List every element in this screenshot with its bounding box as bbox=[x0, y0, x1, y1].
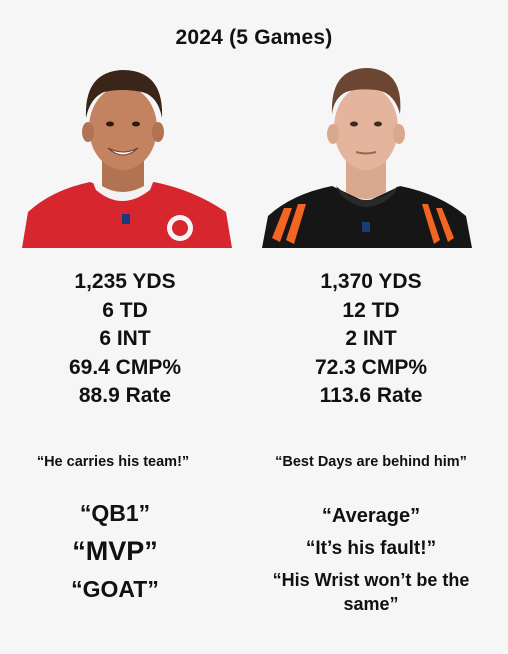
left-player-column: 1,235 YDS 6 TD 6 INT 69.4 CMP% 88.9 Rate… bbox=[0, 62, 252, 602]
left-quote-mvp: “MVP” bbox=[72, 536, 158, 566]
left-player-photo bbox=[22, 70, 232, 248]
left-stat-rate: 88.9 Rate bbox=[78, 384, 172, 407]
left-stat-int: 6 INT bbox=[99, 327, 151, 350]
left-player-stats: 1,235 YDS 6 TD 6 INT 69.4 CMP% 88.9 Rate bbox=[0, 268, 252, 411]
player-headshot-red-jersey-icon bbox=[22, 62, 232, 248]
right-player-photo bbox=[262, 68, 472, 248]
right-quote-average: “Average” bbox=[321, 505, 421, 527]
page-title: 2024 (5 Games) bbox=[175, 26, 333, 49]
left-quote-goat: “GOAT” bbox=[71, 576, 159, 602]
left-quote-qb1: “QB1” bbox=[79, 500, 151, 526]
player-headshot-black-jersey-icon bbox=[262, 62, 472, 248]
right-player-stats: 1,370 YDS 12 TD 2 INT 72.3 CMP% 113.6 Ra… bbox=[244, 268, 498, 411]
left-stat-yards: 1,235 YDS bbox=[74, 270, 176, 293]
right-stat-rate: 113.6 Rate bbox=[319, 384, 423, 407]
left-stat-cmp: 69.4 CMP% bbox=[68, 355, 182, 379]
right-quote-fault: “It’s his fault!” bbox=[305, 538, 437, 559]
left-stat-td: 6 TD bbox=[102, 298, 148, 322]
right-small-quote: “Best Days are behind him” bbox=[275, 454, 467, 470]
right-quote-wrist: “His Wrist won’t be the same” bbox=[272, 570, 470, 614]
right-player-column: 1,370 YDS 12 TD 2 INT 72.3 CMP% 113.6 Ra… bbox=[254, 0, 508, 654]
right-stat-td: 12 TD bbox=[342, 298, 400, 322]
left-small-quote: “He carries his team!” bbox=[36, 454, 190, 470]
right-stat-int: 2 INT bbox=[345, 327, 397, 350]
right-stat-yards: 1,370 YDS bbox=[320, 270, 422, 293]
right-stat-cmp: 72.3 CMP% bbox=[314, 355, 428, 379]
